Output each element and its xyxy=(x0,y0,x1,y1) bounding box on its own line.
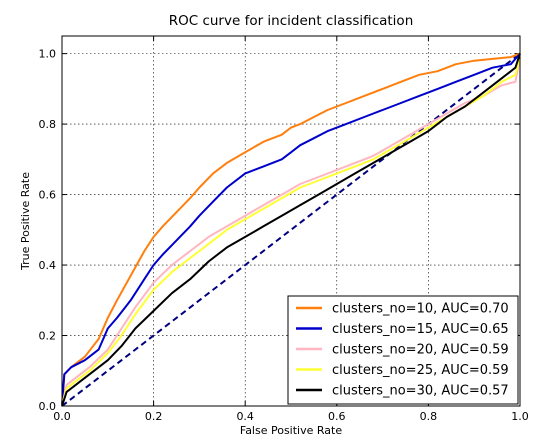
legend-label-0: clusters_no=10, AUC=0.70 xyxy=(332,302,509,317)
x-axis-label: False Positive Rate xyxy=(240,424,342,437)
legend: clusters_no=10, AUC=0.70 clusters_no=15, … xyxy=(287,295,519,405)
y-tick-label: 0.8 xyxy=(39,118,57,131)
series-layer xyxy=(61,52,521,407)
x-tick-label: 0.2 xyxy=(145,410,163,423)
x-tick-label: 0.6 xyxy=(328,410,346,423)
reference-diagonal-line xyxy=(61,52,521,407)
x-tick-label: 1.0 xyxy=(511,410,529,423)
legend-box xyxy=(287,295,519,405)
series-line-2 xyxy=(61,56,521,407)
legend-label-4: clusters_no=30, AUC=0.57 xyxy=(332,384,509,399)
series-line-0 xyxy=(61,52,521,407)
x-tick-label: 0.8 xyxy=(420,410,438,423)
legend-label-1: clusters_no=15, AUC=0.65 xyxy=(332,322,509,337)
y-axis-label: True Positive Rate xyxy=(19,172,32,271)
legend-label-3: clusters_no=25, AUC=0.59 xyxy=(332,363,509,378)
plot-frame xyxy=(61,35,521,407)
chart-title: ROC curve for incident classification xyxy=(169,13,414,29)
y-tick-label: 1.0 xyxy=(39,48,57,61)
x-tick-label: 0.4 xyxy=(236,410,254,423)
y-tick-label: 0.4 xyxy=(39,259,57,272)
x-tick-label: 0.0 xyxy=(53,410,71,423)
y-tick-label: 0.2 xyxy=(39,330,57,343)
y-tick-label: 0.0 xyxy=(39,400,57,413)
y-tick-label: 0.6 xyxy=(39,189,57,202)
series-line-1 xyxy=(61,52,521,407)
tick-labels: 0.0 0.2 0.4 0.6 0.8 1.0 0.0 0.2 0.4 0.6 0.8 1.0 xyxy=(39,48,529,423)
series-line-4 xyxy=(61,53,521,407)
legend-label-2: clusters_no=20, AUC=0.59 xyxy=(332,343,509,358)
